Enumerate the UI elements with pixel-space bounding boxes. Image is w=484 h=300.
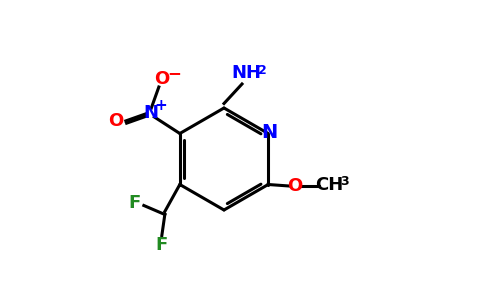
Text: NH: NH <box>231 64 261 82</box>
Text: +: + <box>155 98 167 112</box>
Text: 2: 2 <box>257 64 267 76</box>
Text: F: F <box>156 236 168 253</box>
Text: O: O <box>287 177 303 195</box>
Text: O: O <box>108 112 123 130</box>
Text: N: N <box>261 122 278 142</box>
Text: CH: CH <box>316 176 344 194</box>
Text: 3: 3 <box>340 176 348 188</box>
Text: N: N <box>144 103 159 122</box>
Text: −: − <box>167 64 182 82</box>
Text: F: F <box>129 194 141 211</box>
Text: O: O <box>154 70 169 88</box>
